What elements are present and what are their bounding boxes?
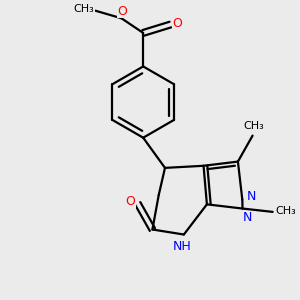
Text: O: O — [125, 195, 135, 208]
Text: CH₃: CH₃ — [73, 4, 94, 14]
Text: NH: NH — [172, 240, 191, 253]
Text: CH₃: CH₃ — [243, 122, 264, 131]
Text: O: O — [117, 4, 127, 18]
Text: N: N — [243, 211, 252, 224]
Text: CH₃: CH₃ — [275, 206, 296, 216]
Text: N: N — [247, 190, 256, 203]
Text: O: O — [172, 17, 182, 30]
